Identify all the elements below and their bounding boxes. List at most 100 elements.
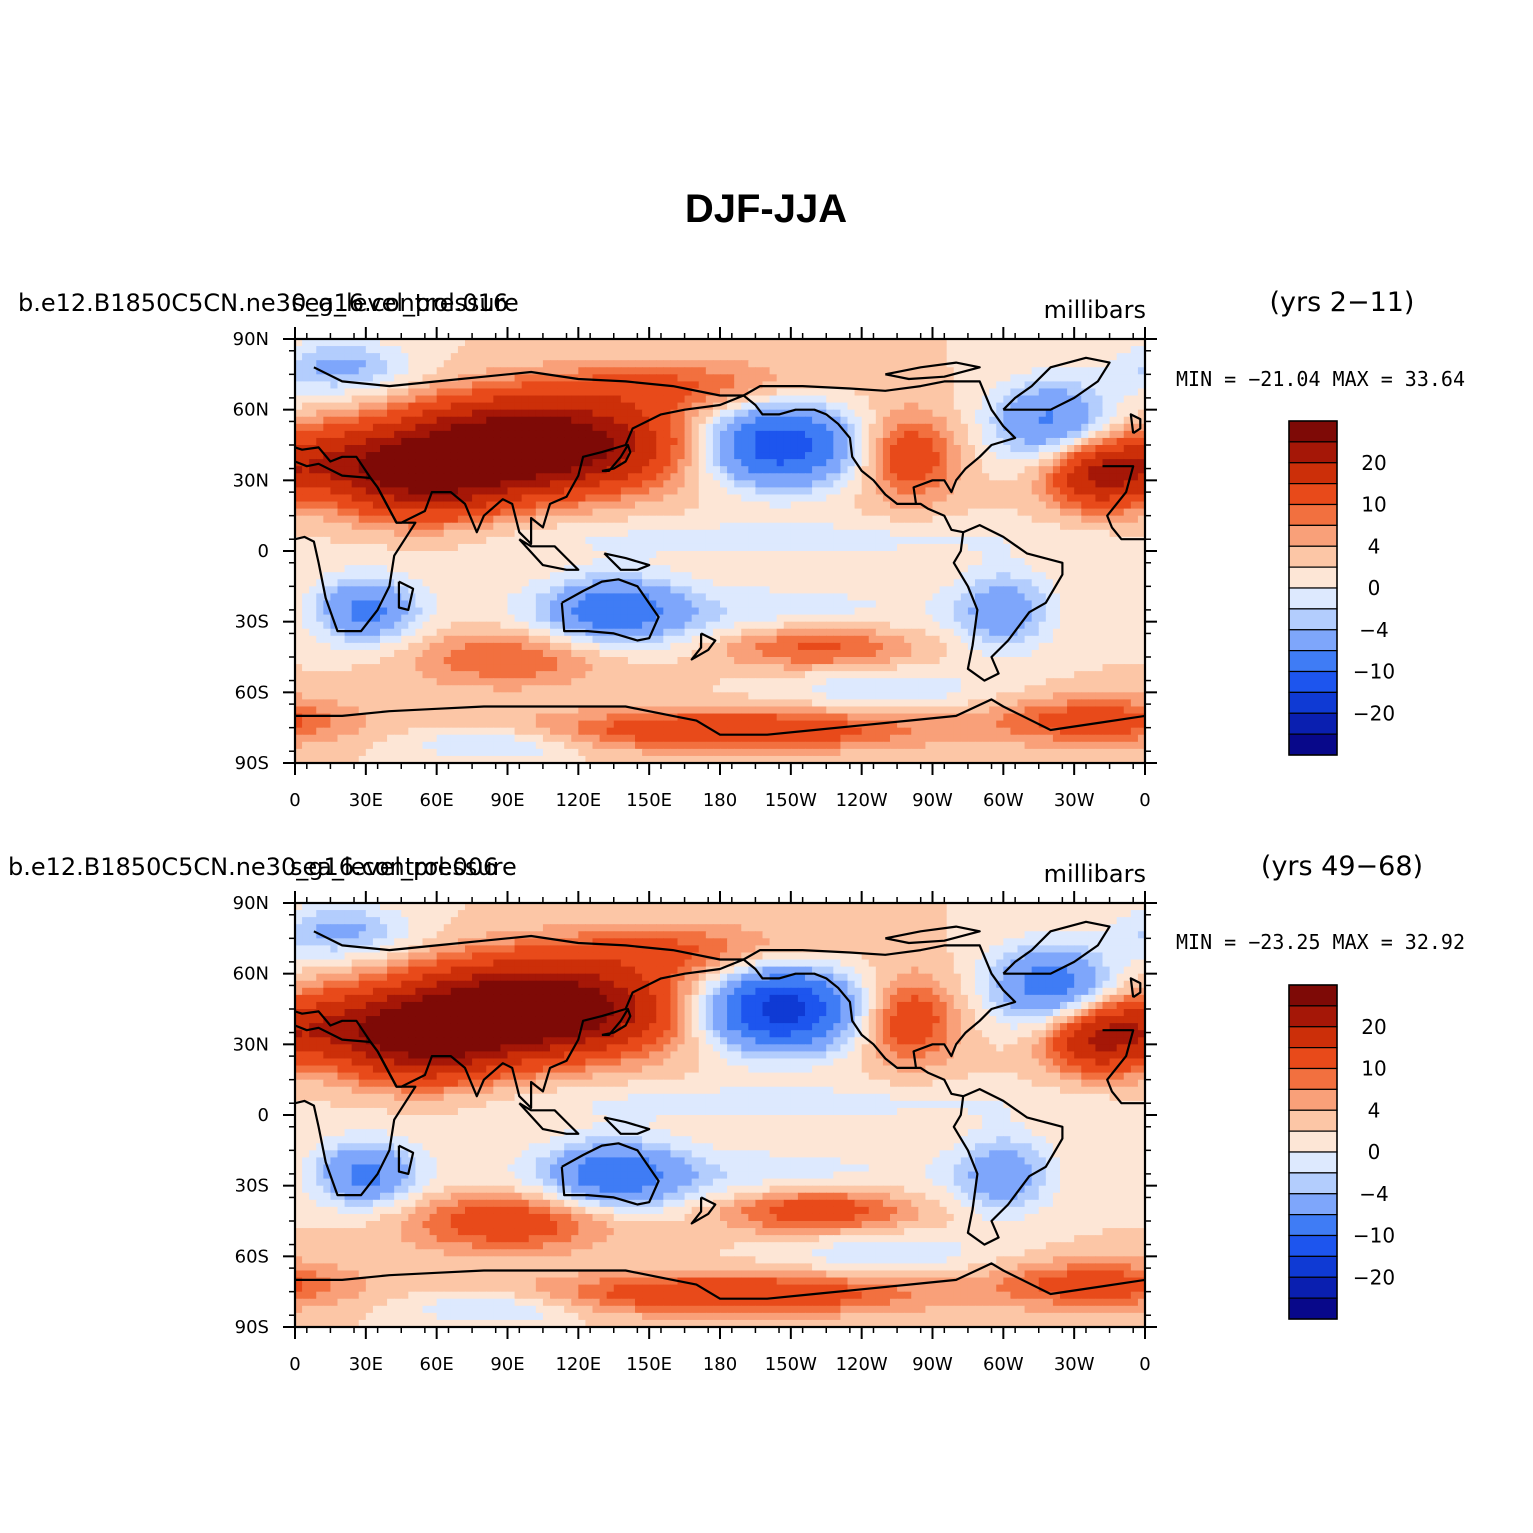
field-cell xyxy=(564,607,572,616)
field-cell xyxy=(528,374,537,382)
field-cell xyxy=(351,494,360,503)
field-cell xyxy=(450,600,459,609)
field-cell xyxy=(967,360,976,368)
field-cell xyxy=(627,452,636,460)
field-cell xyxy=(854,501,863,510)
field-cell xyxy=(967,381,976,390)
field-cell xyxy=(1088,374,1097,382)
field-cell xyxy=(1010,346,1019,354)
field-cell xyxy=(776,416,785,425)
field-cell xyxy=(890,614,898,623)
field-cell xyxy=(606,586,615,594)
field-cell xyxy=(1081,430,1089,439)
field-cell xyxy=(1095,487,1104,496)
field-cell xyxy=(946,515,955,524)
field-cell xyxy=(741,508,749,517)
field-cell xyxy=(960,416,969,425)
field-cell xyxy=(606,543,615,552)
field-cell xyxy=(691,536,700,545)
field-cell xyxy=(542,374,551,382)
field-cell xyxy=(557,558,565,566)
field-cell xyxy=(833,339,842,347)
field-cell xyxy=(1137,445,1145,453)
field-cell xyxy=(868,459,877,467)
field-cell xyxy=(620,353,629,361)
field-cell xyxy=(372,445,381,453)
field-cell xyxy=(1116,579,1125,587)
field-cell xyxy=(975,607,983,616)
field-cell xyxy=(868,395,877,404)
field-cell xyxy=(769,501,778,510)
field-cell xyxy=(982,586,990,594)
field-cell xyxy=(521,416,530,425)
field-cell xyxy=(578,558,587,566)
field-cell xyxy=(677,551,686,559)
field-cell xyxy=(812,543,820,552)
field-cell xyxy=(875,536,884,545)
field-cell xyxy=(727,628,735,637)
field-cell xyxy=(1045,558,1054,566)
field-cell xyxy=(663,515,672,524)
field-cell xyxy=(642,395,650,404)
field-cell xyxy=(1003,593,1012,602)
field-cell xyxy=(890,445,898,453)
field-cell xyxy=(606,409,615,418)
field-cell xyxy=(422,367,431,375)
field-cell xyxy=(1116,551,1125,559)
field-cell xyxy=(358,628,367,637)
field-cell xyxy=(932,501,941,510)
field-cell xyxy=(805,515,813,524)
field-cell xyxy=(868,360,877,368)
field-cell xyxy=(309,388,317,397)
field-cell xyxy=(1116,536,1125,545)
field-cell xyxy=(748,572,757,580)
field-cell xyxy=(840,346,849,354)
field-cell xyxy=(627,353,636,361)
field-cell xyxy=(861,395,870,404)
field-cell xyxy=(309,409,317,418)
field-cell xyxy=(1038,487,1047,496)
field-cell xyxy=(1060,416,1068,425)
field-cell xyxy=(684,515,693,524)
field-cell xyxy=(989,388,997,397)
field-cell xyxy=(429,360,438,368)
field-cell xyxy=(989,473,997,481)
field-cell xyxy=(1060,494,1068,503)
field-cell xyxy=(365,600,374,609)
field-cell xyxy=(649,572,657,580)
field-cell xyxy=(380,614,388,623)
field-cell xyxy=(1031,388,1040,397)
field-cell xyxy=(1088,487,1097,496)
field-cell xyxy=(479,402,487,411)
field-cell xyxy=(535,353,544,361)
field-cell xyxy=(748,445,757,453)
field-cell xyxy=(514,430,523,439)
field-cell xyxy=(599,423,608,432)
field-cell xyxy=(1102,600,1111,609)
field-cell xyxy=(670,558,679,566)
field-cell xyxy=(670,437,679,446)
field-cell xyxy=(401,593,409,602)
field-cell xyxy=(705,501,714,510)
field-cell xyxy=(1045,515,1054,524)
field-cell xyxy=(613,339,622,347)
field-cell xyxy=(1045,409,1054,418)
field-cell xyxy=(925,367,934,375)
field-cell xyxy=(967,508,976,517)
field-cell xyxy=(989,437,997,446)
field-cell xyxy=(309,437,317,446)
field-cell xyxy=(911,536,919,545)
field-cell xyxy=(720,409,728,418)
field-cell xyxy=(1052,388,1061,397)
field-cell xyxy=(1081,508,1089,517)
field-cell xyxy=(960,579,969,587)
field-cell xyxy=(967,367,976,375)
field-cell xyxy=(457,423,466,432)
field-cell xyxy=(436,466,445,474)
field-cell xyxy=(1060,558,1068,566)
field-cell xyxy=(748,579,757,587)
field-cell xyxy=(550,360,558,368)
field-cell xyxy=(1031,480,1040,488)
field-cell xyxy=(826,423,834,432)
field-cell xyxy=(656,423,664,432)
